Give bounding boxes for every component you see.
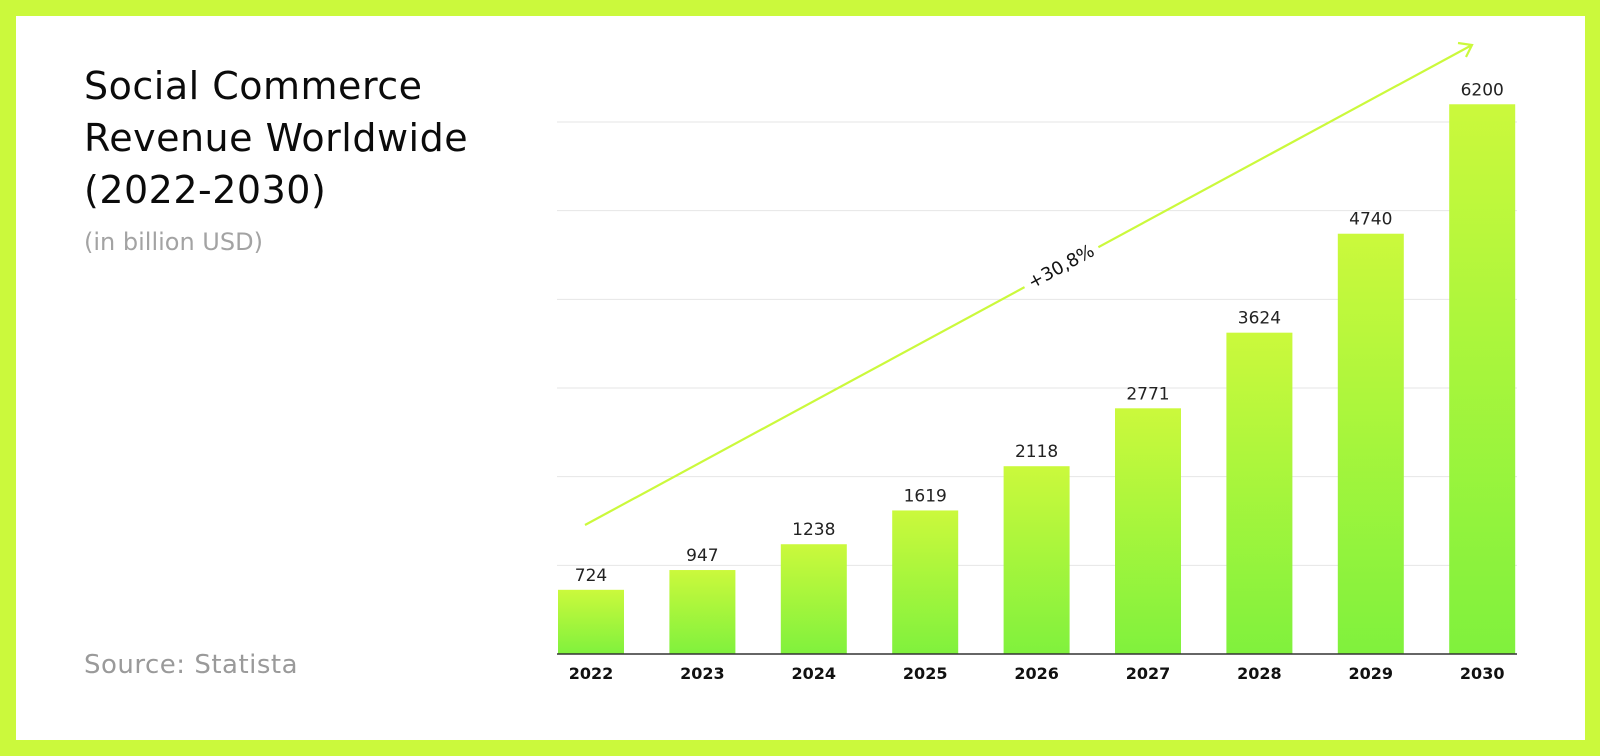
title-line-3: (2022-2030) [84, 168, 327, 212]
bar-2022 [558, 589, 624, 654]
chart-subtitle: (in billion USD) [84, 228, 263, 256]
value-label-2024: 1238 [792, 520, 835, 540]
value-label-2028: 3624 [1238, 309, 1281, 329]
category-label-2028: 2028 [1237, 664, 1282, 683]
chart-title: Social Commerce Revenue Worldwide (2022-… [84, 60, 544, 216]
trend-label-gap [1018, 235, 1104, 298]
category-label-2022: 2022 [569, 664, 614, 683]
value-label-2027: 2771 [1126, 384, 1169, 404]
bar-2027 [1115, 408, 1181, 654]
title-line-2: Revenue Worldwide [84, 116, 469, 160]
source-note: Source: Statista [84, 650, 299, 680]
bar-2024 [780, 544, 847, 654]
category-label-2025: 2025 [903, 664, 948, 683]
bar-2025 [892, 510, 959, 654]
value-label-2029: 4740 [1349, 210, 1392, 230]
title-line-1: Social Commerce [84, 64, 423, 108]
bar-2029 [1337, 233, 1404, 654]
category-label-2023: 2023 [680, 664, 725, 683]
value-label-2026: 2118 [1015, 442, 1058, 462]
category-label-2026: 2026 [1014, 664, 1059, 683]
category-label-2027: 2027 [1126, 664, 1171, 683]
category-label-2024: 2024 [792, 664, 837, 683]
value-label-2022: 724 [575, 566, 607, 586]
bar-2030 [1449, 104, 1516, 655]
bar-layer: 724 2022 947 2023 1238 2024 1619 2025 2118 2026 27… [558, 80, 1516, 683]
bar-2028 [1226, 332, 1293, 654]
value-label-2023: 947 [686, 546, 718, 566]
value-label-2025: 1619 [904, 486, 947, 506]
trend-arrow-head [1457, 41, 1474, 58]
category-label-2029: 2029 [1349, 664, 1394, 683]
bar-2026 [1003, 466, 1070, 654]
category-label-2030: 2030 [1460, 664, 1505, 683]
value-label-2030: 6200 [1461, 80, 1504, 100]
bar-2023 [669, 570, 736, 654]
